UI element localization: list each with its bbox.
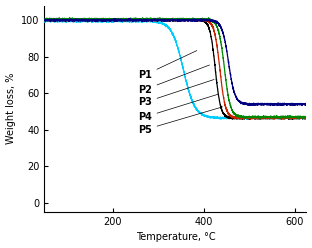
X-axis label: Temperature, °C: Temperature, °C [136, 232, 215, 243]
Text: P3: P3 [138, 80, 214, 107]
Text: P5: P5 [138, 107, 223, 135]
Y-axis label: Weight loss, %: Weight loss, % [6, 73, 16, 145]
Text: P4: P4 [138, 94, 219, 122]
Text: P2: P2 [138, 65, 209, 94]
Text: P1: P1 [138, 51, 197, 80]
